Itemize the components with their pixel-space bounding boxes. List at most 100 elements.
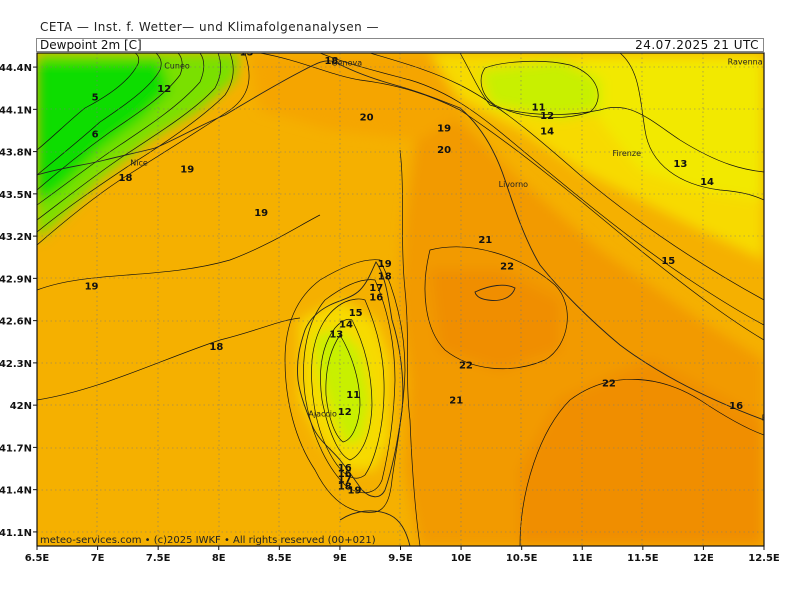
contour-label: 16 bbox=[369, 293, 383, 304]
contour-line bbox=[37, 53, 140, 151]
dp-fill-corsica-12 bbox=[315, 330, 370, 445]
lat-tick-label: 43.5N bbox=[0, 190, 32, 201]
contour-label: 21 bbox=[478, 235, 492, 246]
parameter-label: Dewpoint 2m [C] bbox=[40, 38, 142, 52]
contour-label: 15 bbox=[240, 48, 254, 59]
contour-label: 19 bbox=[378, 259, 392, 270]
lat-tick-label: 42.3N bbox=[0, 359, 32, 370]
grid bbox=[37, 53, 764, 546]
contour-label: 19 bbox=[347, 486, 361, 497]
city-label: Nice bbox=[130, 159, 148, 168]
lon-tick-label: 7E bbox=[91, 553, 105, 564]
lon-tick-label: 12E bbox=[693, 553, 714, 564]
valid-time: 24.07.2025 21 UTC bbox=[635, 38, 759, 52]
coast-tuscany bbox=[459, 107, 764, 421]
coastlines bbox=[37, 60, 764, 546]
contour-label: 12 bbox=[157, 84, 171, 95]
lat-tick-label: 42.6N bbox=[0, 317, 32, 328]
lon-tick-label: 7.5E bbox=[146, 553, 171, 564]
contour-line bbox=[399, 149, 421, 546]
contour-label: 18 bbox=[338, 481, 352, 492]
dp-fill-19-north bbox=[250, 53, 480, 140]
title-bar: Dewpoint 2m [C] 24.07.2025 21 UTC bbox=[36, 38, 764, 52]
contour-label: 13 bbox=[329, 329, 343, 340]
contour-label: 18 bbox=[209, 342, 223, 353]
contour-label: 12 bbox=[338, 407, 352, 418]
lon-tick-label: 9.5E bbox=[388, 553, 413, 564]
contour-label: 18 bbox=[378, 272, 392, 283]
lon-tick-label: 8E bbox=[212, 553, 226, 564]
city-label: Genova bbox=[331, 59, 362, 68]
lat-tick-label: 41.7N bbox=[0, 443, 32, 454]
contour-line bbox=[284, 259, 406, 513]
dp-fill-22 bbox=[430, 270, 560, 370]
dp-fill-green-deep bbox=[37, 60, 170, 205]
city-label: Rome bbox=[762, 414, 785, 423]
contour-line bbox=[319, 53, 764, 326]
contour-label: 16 bbox=[338, 463, 352, 474]
lat-tick-label: 42.9N bbox=[0, 274, 32, 285]
contour-line bbox=[37, 214, 321, 291]
coast-sardinia bbox=[339, 510, 411, 546]
contour-line bbox=[303, 279, 396, 493]
lon-tick-label: 10E bbox=[451, 553, 472, 564]
lat-tick-label: 41.1N bbox=[0, 528, 32, 539]
contour-label: 14 bbox=[700, 177, 714, 188]
dp-fill-13 bbox=[580, 60, 764, 200]
lon-tick-label: 6.5E bbox=[25, 553, 50, 564]
contour-label: 6 bbox=[92, 129, 99, 140]
contour-line bbox=[320, 318, 373, 461]
contour-label: 14 bbox=[540, 126, 554, 137]
contour-label: 16 bbox=[338, 469, 352, 480]
contour-label: 18 bbox=[324, 56, 338, 67]
contour-line bbox=[424, 246, 568, 370]
contour-label: 11 bbox=[346, 390, 360, 401]
contour-label: 15 bbox=[661, 256, 675, 267]
header-title: CETA — Inst. f. Wetter— und Klimafolgena… bbox=[40, 20, 380, 34]
dp-contours bbox=[37, 53, 764, 546]
lon-tick-label: 10.5E bbox=[506, 553, 538, 564]
contour-label: 22 bbox=[602, 379, 616, 390]
contour-label: 11 bbox=[532, 103, 546, 114]
contour-label: 19 bbox=[437, 124, 451, 135]
lon-tick-label: 11.5E bbox=[627, 553, 659, 564]
contour-line bbox=[37, 317, 301, 401]
coast-corsica bbox=[297, 261, 404, 498]
contour-label: 19 bbox=[254, 208, 268, 219]
contour-label: 20 bbox=[360, 112, 374, 123]
contour-label: 19 bbox=[180, 165, 194, 176]
contour-line bbox=[37, 53, 205, 206]
city-label: Ajaccio bbox=[308, 409, 337, 418]
contour-line bbox=[325, 334, 361, 443]
lon-tick-label: 8.5E bbox=[267, 553, 292, 564]
contour-label: 5 bbox=[92, 93, 99, 104]
coast-elba bbox=[474, 284, 516, 301]
contour-label: 22 bbox=[500, 262, 514, 273]
lon-tick-label: 12.5E bbox=[748, 553, 780, 564]
contour-line bbox=[259, 53, 764, 341]
contour-label: 18 bbox=[118, 173, 132, 184]
contour-line bbox=[480, 60, 599, 118]
contour-label: 12 bbox=[540, 111, 554, 122]
contour-line bbox=[37, 53, 222, 221]
coast-france-liguria bbox=[37, 60, 461, 176]
contour-label: 22 bbox=[459, 360, 473, 371]
lon-tick-label: 11E bbox=[572, 553, 593, 564]
lat-tick-label: 43.2N bbox=[0, 232, 32, 243]
contour-line bbox=[619, 53, 764, 201]
lat-tick-label: 43.8N bbox=[0, 148, 32, 159]
contour-line bbox=[37, 53, 234, 233]
contour-labels: 1512561819191918182019201112141314212215… bbox=[85, 48, 744, 497]
credit-text: meteo-services.com • (c)2025 IWKF • All … bbox=[40, 535, 376, 546]
contour-line bbox=[37, 53, 250, 246]
contour-label: 20 bbox=[437, 145, 451, 156]
lat-tick-label: 44.4N bbox=[0, 63, 32, 74]
contour-label: 21 bbox=[449, 396, 463, 407]
lat-tick-label: 44.1N bbox=[0, 105, 32, 116]
city-label: Ravenna bbox=[728, 57, 763, 66]
city-labels: Cuneo Genova Nice Livorno Firenze Ravenna Ajac… bbox=[130, 57, 785, 423]
contour-label: 19 bbox=[85, 281, 99, 292]
lat-tick-label: 42N bbox=[10, 401, 32, 412]
city-label: Firenze bbox=[613, 149, 642, 158]
city-label: Livorno bbox=[499, 180, 529, 189]
